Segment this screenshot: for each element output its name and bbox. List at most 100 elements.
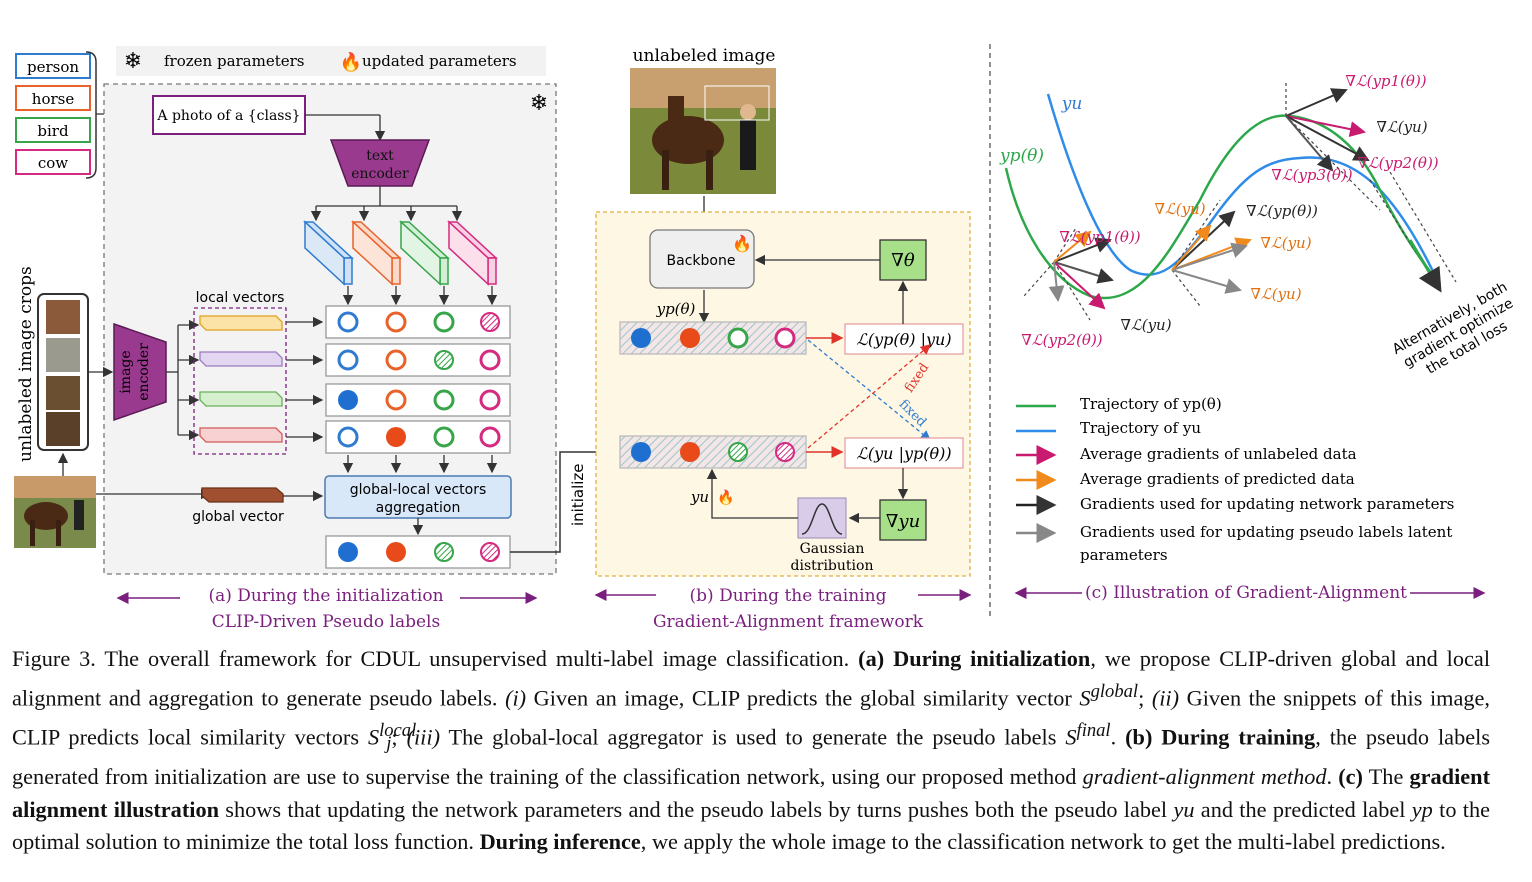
initialize-label: initialize	[569, 463, 587, 526]
caption-s-final-sup: final	[1076, 719, 1111, 741]
caption-inf-text: , we apply the whole image to the classi…	[640, 829, 1446, 855]
yu-label: yu	[690, 488, 709, 506]
loss-1-box	[844, 323, 964, 355]
caption-ii-text: Given the snippets of this image, CLIP p…	[12, 685, 1491, 750]
backbone-label: Backbone	[667, 253, 736, 269]
backbone-fire-icon: 🔥	[732, 234, 752, 253]
caption-a-text: , we propose CLIP-driven global and loca…	[12, 646, 1491, 711]
caption-iii-mark: (iii)	[406, 724, 440, 750]
text-encoder-label-1: text	[366, 148, 394, 164]
similarity-rows	[325, 305, 511, 454]
figure-caption: Figure 3. The overall framework for CDUL…	[12, 646, 1491, 855]
caption-lead: Figure 3. The overall framework for CDUL…	[12, 646, 850, 671]
legend-avg-predicted: Average gradients of predicted data	[1079, 470, 1355, 488]
backbone-box	[649, 229, 755, 289]
grad-label-yu-right1: ∇ℒ(yu)	[1260, 234, 1311, 252]
alt-text: Alternatively, both gradient optimize th…	[1390, 279, 1516, 377]
grad-label-yu-top: ∇ℒ(yu)	[1376, 118, 1427, 136]
yu-fire-icon: 🔥	[717, 489, 734, 506]
unlabeled-image-label: unlabeled image	[633, 46, 776, 66]
caption-ii-mark: (ii)	[1151, 685, 1180, 711]
class-person: person	[27, 58, 79, 76]
legend-grad-pseudo: Gradients used for updating pseudo label…	[1080, 523, 1452, 541]
image-encoder	[113, 322, 167, 422]
text-encoder	[329, 139, 431, 187]
caption-c-text: shows that updating the network paramete…	[219, 796, 1168, 822]
legend-traj-yu: Trajectory of yu	[1080, 419, 1201, 437]
gaussian-label-1: Gaussian	[800, 541, 865, 557]
crops-label: unlabeled image crops	[16, 266, 36, 462]
aggregation-label-2: aggregation	[376, 500, 461, 516]
loss-1: ℒ(yp(θ) |yu)	[856, 330, 951, 349]
panel-b: unlabeled image Backbone 🔥 ∇θ yp(θ)	[594, 46, 972, 632]
caption-c-the: The	[1362, 764, 1410, 790]
local-vector-bars	[199, 315, 283, 443]
crop-3	[46, 376, 80, 410]
panel-a: ❄ frozen parameters 🔥 updated parameters…	[14, 46, 614, 632]
global-vector-bar	[201, 487, 284, 503]
grad-label-yp1-mid: ∇ℒ(yp1(θ))	[1059, 228, 1140, 246]
snowflake-icon: ❄	[124, 49, 142, 74]
yp-theta-label: yp(θ)	[656, 300, 696, 318]
legend-grad-network: Gradients used for updating network para…	[1080, 495, 1454, 513]
crop-1	[46, 300, 80, 334]
grad-label-yp2-low: ∇ℒ(yp2(θ))	[1021, 331, 1102, 349]
caption-s-final: S	[1065, 724, 1077, 750]
gradient-labels: ∇ℒ(yp1(θ)) ∇ℒ(yu) ∇ℒ(yp2(θ)) ∇ℒ(yp3(θ)) …	[1021, 72, 1438, 349]
updated-label: updated parameters	[362, 52, 517, 70]
caption-s-global: S	[1079, 685, 1091, 711]
yu-curve-label: yu	[1061, 94, 1083, 114]
legend-traj-yp: Trajectory of yp(θ)	[1080, 395, 1222, 413]
grad-label-yp2-top: ∇ℒ(yp2(θ))	[1357, 154, 1438, 172]
caption-c-text2: and the predicted label	[1194, 796, 1406, 822]
caption-b-text: , the pseudo labels generated from initi…	[12, 724, 1490, 790]
grad-label-yp1-top: ∇ℒ(yp1(θ))	[1345, 72, 1426, 90]
caption-a-bold: (a) During initialization	[858, 646, 1091, 671]
global-vector-label: global vector	[192, 509, 284, 525]
caption-yu: yu	[1173, 796, 1195, 822]
fire-icon: 🔥	[340, 51, 362, 73]
caption-b-bold: (b) During training	[1125, 724, 1316, 750]
text-encoder-label-2: encoder	[351, 166, 409, 182]
class-list: person horse bird cow	[15, 51, 152, 179]
trajectory-yp	[1004, 114, 1441, 300]
text-vectors	[303, 220, 498, 286]
grad-theta-label: ∇θ	[891, 250, 915, 271]
caption-b-method: gradient-alignment method	[1082, 764, 1327, 790]
grad-yu-label: ∇yu	[886, 511, 920, 532]
gaussian-label-2: distribution	[791, 558, 874, 574]
caption-inf-bold: During inference	[479, 829, 641, 855]
panel-a-title-2: CLIP-Driven Pseudo labels	[212, 612, 440, 632]
loss-2-box	[844, 437, 964, 469]
caption-i-mark: (i)	[505, 685, 527, 711]
panel-b-title-1: (b) During the training	[690, 586, 887, 606]
caption-c-bold2: gradient alignment illustration	[12, 764, 1490, 822]
class-horse: horse	[32, 90, 75, 108]
class-cow: cow	[38, 154, 68, 172]
caption-c-text3: to the optimal solution to minimize the …	[12, 796, 1491, 855]
panel-a-title-1: (a) During the initialization	[208, 586, 443, 606]
panel-c: yu yp(θ)	[999, 72, 1516, 603]
prompt-box: A photo of a {class}	[156, 108, 300, 124]
caption-c-bold: (c)	[1338, 764, 1363, 790]
grad-label-yu-low: ∇ℒ(yu)	[1120, 316, 1171, 334]
grad-label-yu-right2: ∇ℒ(yu)	[1250, 285, 1301, 303]
legend-grad-pseudo-2: parameters	[1080, 546, 1168, 564]
frozen-label: frozen parameters	[164, 52, 305, 70]
caption-i-text: Given an image, CLIP predicts the global…	[526, 685, 1072, 711]
caption-s-local: S	[367, 724, 380, 750]
crop-4	[46, 412, 80, 446]
caption-s-global-sup: global	[1090, 680, 1139, 702]
loss-2: ℒ(yu |yp(θ))	[856, 444, 951, 463]
class-bird: bird	[37, 122, 69, 140]
panel-c-title: (c) Illustration of Gradient-Alignment	[1085, 583, 1407, 603]
crop-2	[46, 338, 80, 372]
grad-label-yp3: ∇ℒ(yp3(θ))	[1271, 166, 1352, 184]
unlabeled-image	[630, 68, 776, 194]
image-encoder-label-1: image	[118, 350, 134, 393]
local-vectors-label: local vectors	[196, 290, 285, 306]
caption-yp: yp	[1411, 796, 1433, 822]
caption-iii-text: The global-local aggregator is used to g…	[440, 724, 1057, 750]
grad-yu-box	[879, 499, 927, 541]
grad-theta-box	[879, 239, 927, 281]
